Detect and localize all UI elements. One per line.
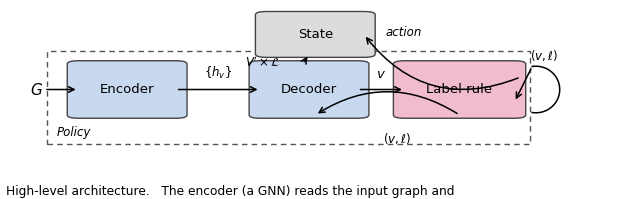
Text: $V' \times \mathcal{L}$: $V' \times \mathcal{L}$ bbox=[245, 55, 281, 70]
Text: action: action bbox=[386, 26, 422, 39]
Text: $(v, \ell)$: $(v, \ell)$ bbox=[383, 131, 411, 146]
Text: Policy: Policy bbox=[56, 126, 91, 139]
FancyBboxPatch shape bbox=[394, 61, 525, 118]
FancyBboxPatch shape bbox=[255, 12, 375, 57]
Text: Decoder: Decoder bbox=[281, 83, 337, 96]
Text: Label rule: Label rule bbox=[426, 83, 493, 96]
Text: $\{h_v\}$: $\{h_v\}$ bbox=[204, 64, 232, 81]
FancyBboxPatch shape bbox=[249, 61, 369, 118]
Text: $G$: $G$ bbox=[30, 82, 43, 98]
Text: $v$: $v$ bbox=[376, 67, 386, 81]
FancyBboxPatch shape bbox=[67, 61, 187, 118]
Text: High-level architecture.   The encoder (a GNN) reads the input graph and: High-level architecture. The encoder (a … bbox=[6, 185, 455, 198]
Text: State: State bbox=[298, 28, 333, 41]
Text: $(v, \ell)$: $(v, \ell)$ bbox=[530, 48, 558, 63]
Text: Encoder: Encoder bbox=[100, 83, 154, 96]
